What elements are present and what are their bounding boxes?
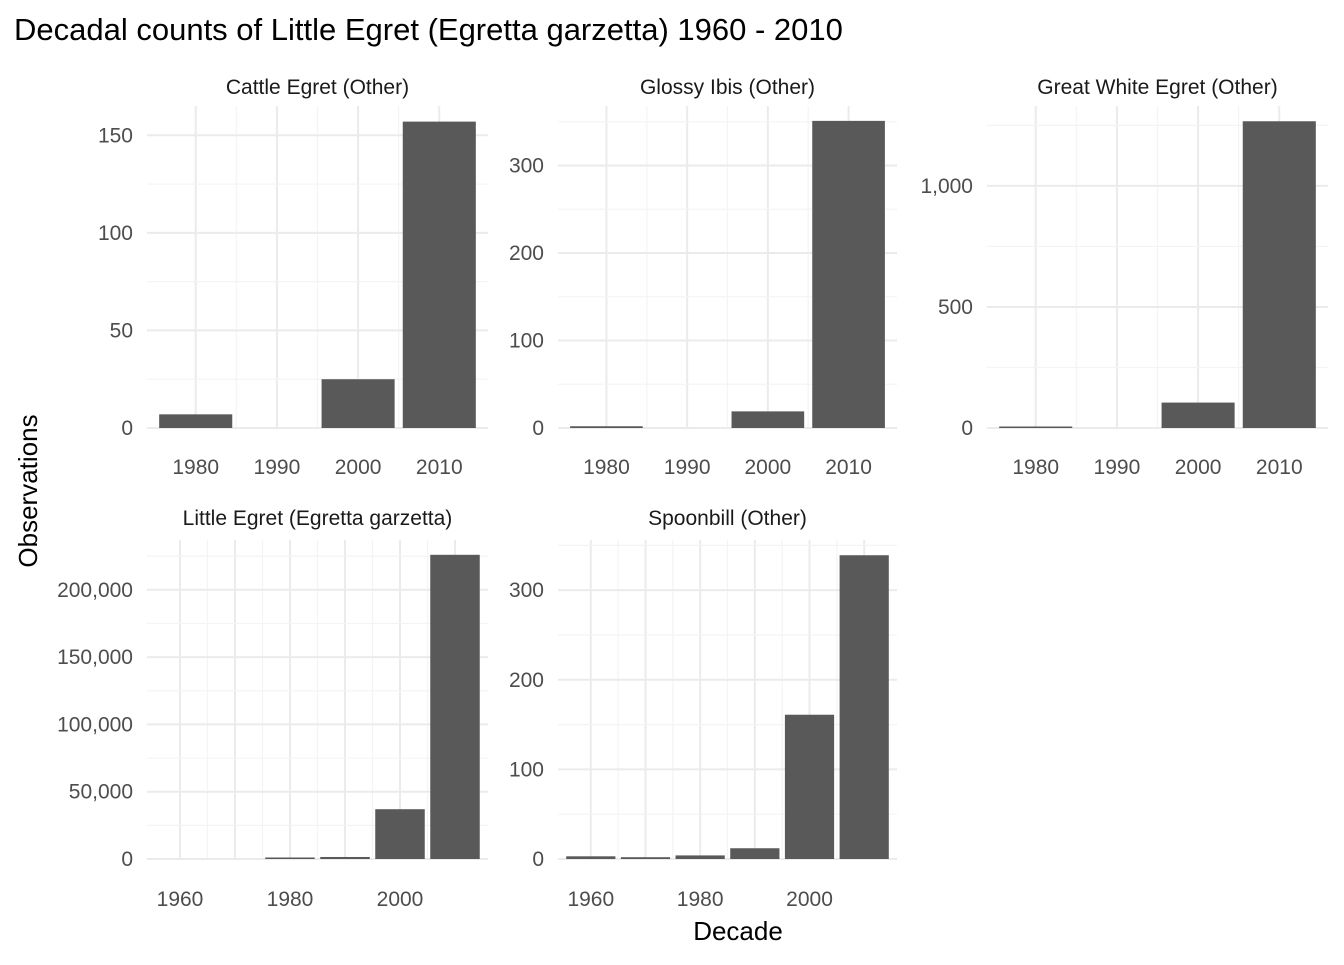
x-tick-label: 2000 <box>744 456 791 479</box>
x-tick-label: 1990 <box>664 456 711 479</box>
x-tick-label: 1990 <box>1094 456 1141 479</box>
facet-panel: Little Egret (Egretta garzetta) 0 50,000 10… <box>57 507 488 911</box>
x-tick-label: 2000 <box>377 888 424 911</box>
y-tick-label: 200 <box>509 669 544 692</box>
x-tick-label: 2000 <box>1175 456 1222 479</box>
bar <box>999 426 1073 428</box>
y-tick-label: 50 <box>110 319 133 342</box>
facet-strip-label: Glossy Ibis (Other) <box>640 76 815 99</box>
x-tick-label: 2010 <box>416 456 463 479</box>
facet-panels: Cattle Egret (Other) 0 50 100 150 1980 1990 200… <box>57 76 1328 911</box>
y-tick-label: 0 <box>532 417 544 440</box>
x-tick-label: 1980 <box>583 456 630 479</box>
bar <box>839 555 889 859</box>
y-axis-title: Observations <box>13 414 43 567</box>
x-tick-label: 2000 <box>786 888 833 911</box>
bar <box>730 848 780 859</box>
x-tick-label: 1990 <box>254 456 301 479</box>
facet-panel: Cattle Egret (Other) 0 50 100 150 1980 1990 200… <box>98 76 488 479</box>
x-tick-label: 1980 <box>677 888 724 911</box>
bar <box>321 379 395 428</box>
facet-strip-label: Little Egret (Egretta garzetta) <box>183 507 453 530</box>
x-tick-label: 1980 <box>267 888 314 911</box>
bar <box>402 121 476 428</box>
bar <box>675 855 725 859</box>
facet-panel: Spoonbill (Other) 0 100 200 300 1960 1980 2000 <box>509 507 897 911</box>
bar <box>731 411 805 428</box>
facet-strip-label: Cattle Egret (Other) <box>226 76 409 99</box>
facet-panel: Great White Egret (Other) 0 500 1,000 1980 19… <box>920 76 1328 479</box>
x-axis-title: Decade <box>693 916 783 946</box>
facet-panel: Glossy Ibis (Other) 0 100 200 300 1980 1990 200… <box>509 76 897 479</box>
x-tick-label: 1960 <box>567 888 614 911</box>
y-tick-label: 0 <box>961 417 973 440</box>
facet-strip-label: Great White Egret (Other) <box>1037 76 1277 99</box>
y-tick-label: 300 <box>509 579 544 602</box>
y-tick-label: 500 <box>938 296 973 319</box>
y-tick-label: 150 <box>98 124 133 147</box>
bar <box>375 809 425 859</box>
y-tick-label: 50,000 <box>69 781 133 804</box>
x-tick-label: 1960 <box>157 888 204 911</box>
y-tick-label: 0 <box>121 417 133 440</box>
bar <box>812 120 885 428</box>
bar <box>620 857 671 859</box>
bar <box>430 554 480 859</box>
x-tick-label: 1980 <box>1012 456 1059 479</box>
y-tick-label: 300 <box>509 155 544 178</box>
bar <box>1161 402 1235 428</box>
bar <box>159 414 233 428</box>
y-tick-label: 100 <box>509 330 544 353</box>
y-tick-label: 100 <box>509 758 544 781</box>
x-tick-label: 2000 <box>335 456 382 479</box>
y-tick-label: 200 <box>509 242 544 265</box>
y-tick-label: 1,000 <box>920 175 973 198</box>
x-tick-label: 1980 <box>172 456 219 479</box>
y-tick-label: 200,000 <box>57 579 133 602</box>
x-tick-label: 2010 <box>825 456 872 479</box>
bar <box>1242 121 1316 429</box>
facet-strip-label: Spoonbill (Other) <box>648 507 807 530</box>
y-tick-label: 0 <box>121 848 133 871</box>
y-tick-label: 100 <box>98 222 133 245</box>
bar <box>320 856 370 859</box>
bar <box>570 426 643 428</box>
bar <box>566 856 616 859</box>
y-tick-label: 0 <box>532 848 544 871</box>
bar <box>265 857 315 859</box>
bar <box>784 714 835 859</box>
y-tick-label: 100,000 <box>57 713 133 736</box>
chart-title: Decadal counts of Little Egret (Egretta … <box>14 12 843 47</box>
y-tick-label: 150,000 <box>57 646 133 669</box>
x-tick-label: 2010 <box>1256 456 1303 479</box>
